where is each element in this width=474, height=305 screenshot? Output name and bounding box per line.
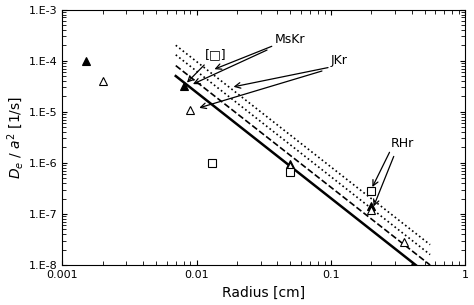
Text: [□]: [□] bbox=[205, 48, 226, 62]
Text: JKr: JKr bbox=[331, 54, 347, 67]
Text: MsKr: MsKr bbox=[274, 33, 305, 46]
Y-axis label: $D_e$ / $a^2$ [1/s]: $D_e$ / $a^2$ [1/s] bbox=[6, 96, 26, 179]
Text: RHr: RHr bbox=[391, 138, 414, 150]
X-axis label: Radius [cm]: Radius [cm] bbox=[222, 285, 305, 300]
